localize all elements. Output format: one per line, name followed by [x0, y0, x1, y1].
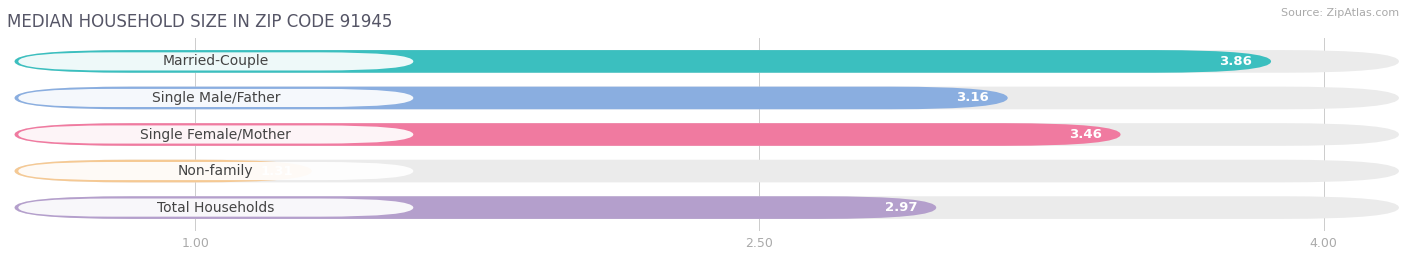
Text: 1.31: 1.31	[260, 165, 292, 178]
Text: 2.97: 2.97	[884, 201, 918, 214]
Text: Married-Couple: Married-Couple	[163, 54, 269, 68]
Text: 3.16: 3.16	[956, 91, 988, 104]
FancyBboxPatch shape	[14, 196, 1399, 219]
Text: Source: ZipAtlas.com: Source: ZipAtlas.com	[1281, 8, 1399, 18]
FancyBboxPatch shape	[18, 199, 413, 217]
Text: Non-family: Non-family	[179, 164, 253, 178]
Text: MEDIAN HOUSEHOLD SIZE IN ZIP CODE 91945: MEDIAN HOUSEHOLD SIZE IN ZIP CODE 91945	[7, 13, 392, 31]
Text: 3.46: 3.46	[1069, 128, 1102, 141]
FancyBboxPatch shape	[14, 196, 936, 219]
FancyBboxPatch shape	[18, 52, 413, 70]
FancyBboxPatch shape	[18, 125, 413, 144]
FancyBboxPatch shape	[14, 50, 1399, 73]
FancyBboxPatch shape	[18, 162, 413, 180]
FancyBboxPatch shape	[18, 89, 413, 107]
FancyBboxPatch shape	[14, 87, 1399, 109]
Text: Single Male/Father: Single Male/Father	[152, 91, 280, 105]
FancyBboxPatch shape	[14, 87, 1008, 109]
FancyBboxPatch shape	[14, 123, 1399, 146]
Text: Single Female/Mother: Single Female/Mother	[141, 128, 291, 141]
Text: Total Households: Total Households	[157, 201, 274, 215]
Text: 3.86: 3.86	[1219, 55, 1253, 68]
FancyBboxPatch shape	[14, 160, 312, 182]
FancyBboxPatch shape	[14, 160, 1399, 182]
FancyBboxPatch shape	[14, 123, 1121, 146]
FancyBboxPatch shape	[14, 50, 1271, 73]
